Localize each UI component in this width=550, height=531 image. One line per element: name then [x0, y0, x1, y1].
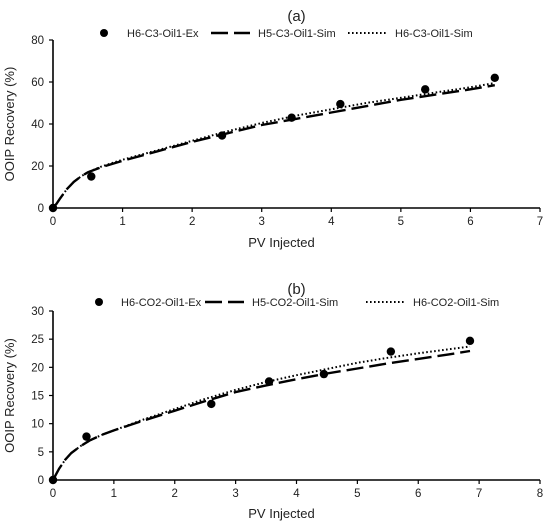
x-tick-label: 0	[50, 488, 56, 500]
y-tick-label: 80	[31, 35, 44, 47]
data-point	[87, 172, 96, 181]
x-tick-label: 8	[537, 488, 543, 500]
series-line-H6-CO2-Oil1-Sim	[52, 345, 471, 481]
y-tick-label: 25	[31, 334, 44, 346]
legend-marker	[95, 298, 103, 306]
y-tick-label: 20	[31, 161, 44, 173]
x-tick-label: 3	[259, 216, 265, 228]
y-tick-label: 10	[31, 419, 44, 431]
y-tick-label: 30	[31, 306, 44, 318]
y-tick-label: 40	[31, 119, 44, 131]
chart-panel-1: (b) 0 1 2 3 4 5 6 7 8 0 5 10 15 20 25 30 PV Injected OOIP …	[2, 281, 543, 521]
legend-label: H6-C3-Oil1-Ex	[127, 28, 199, 40]
legend-label: H6-C3-Oil1-Sim	[395, 28, 473, 40]
x-tick-label: 3	[232, 488, 238, 500]
legend-marker	[100, 29, 108, 37]
x-tick-label: 6	[415, 488, 421, 500]
data-point	[421, 85, 430, 94]
data-point	[465, 336, 475, 346]
chart-panel-0: (a) 0 1 2 3 4 5 6 7 0 20 40 60 80 PV Injected OOIP Reco…	[2, 8, 543, 250]
y-tick-label: 0	[38, 203, 44, 215]
y-tick-label: 0	[38, 475, 44, 487]
x-tick-label: 4	[328, 216, 335, 228]
x-tick-label: 5	[398, 216, 404, 228]
legend-label: H6-CO2-Oil1-Ex	[121, 297, 202, 309]
data-point	[386, 347, 396, 356]
data-point	[336, 99, 345, 109]
data-point	[207, 399, 216, 409]
x-tick-label: 2	[172, 488, 178, 500]
legend-label: H6-CO2-Oil1-Sim	[413, 297, 499, 309]
series-line-H6-C3-Oil1-Sim	[52, 82, 495, 209]
y-tick-label: 15	[31, 391, 44, 403]
chart-title: (b)	[287, 281, 305, 298]
x-axis-title: PV Injected	[248, 235, 315, 250]
x-tick-label: 4	[293, 488, 300, 500]
y-tick-label: 60	[31, 77, 44, 89]
data-point	[490, 73, 499, 83]
y-tick-label: 20	[31, 362, 44, 374]
data-point	[82, 432, 91, 441]
y-tick-label: 5	[38, 447, 44, 459]
x-tick-label: 7	[476, 488, 482, 500]
x-tick-label: 1	[111, 488, 117, 500]
x-axis-title: PV Injected	[248, 506, 315, 521]
y-axis-title: OOIP Recovery (%)	[2, 67, 17, 182]
series-line-H5-C3-Oil1-Sim	[52, 84, 495, 209]
x-tick-label: 0	[50, 216, 56, 228]
x-tick-label: 1	[119, 216, 125, 228]
series-line-H5-CO2-Oil1-Sim	[51, 349, 471, 481]
chart-title: (a)	[287, 8, 305, 25]
legend-label: H5-C3-Oil1-Sim	[258, 28, 336, 40]
x-tick-label: 2	[189, 216, 195, 228]
legend-label: H5-CO2-Oil1-Sim	[252, 297, 338, 309]
x-tick-label: 6	[467, 216, 473, 228]
x-tick-label: 5	[354, 488, 360, 500]
x-tick-label: 7	[537, 216, 543, 228]
y-axis-title: OOIP Recovery (%)	[2, 338, 17, 453]
